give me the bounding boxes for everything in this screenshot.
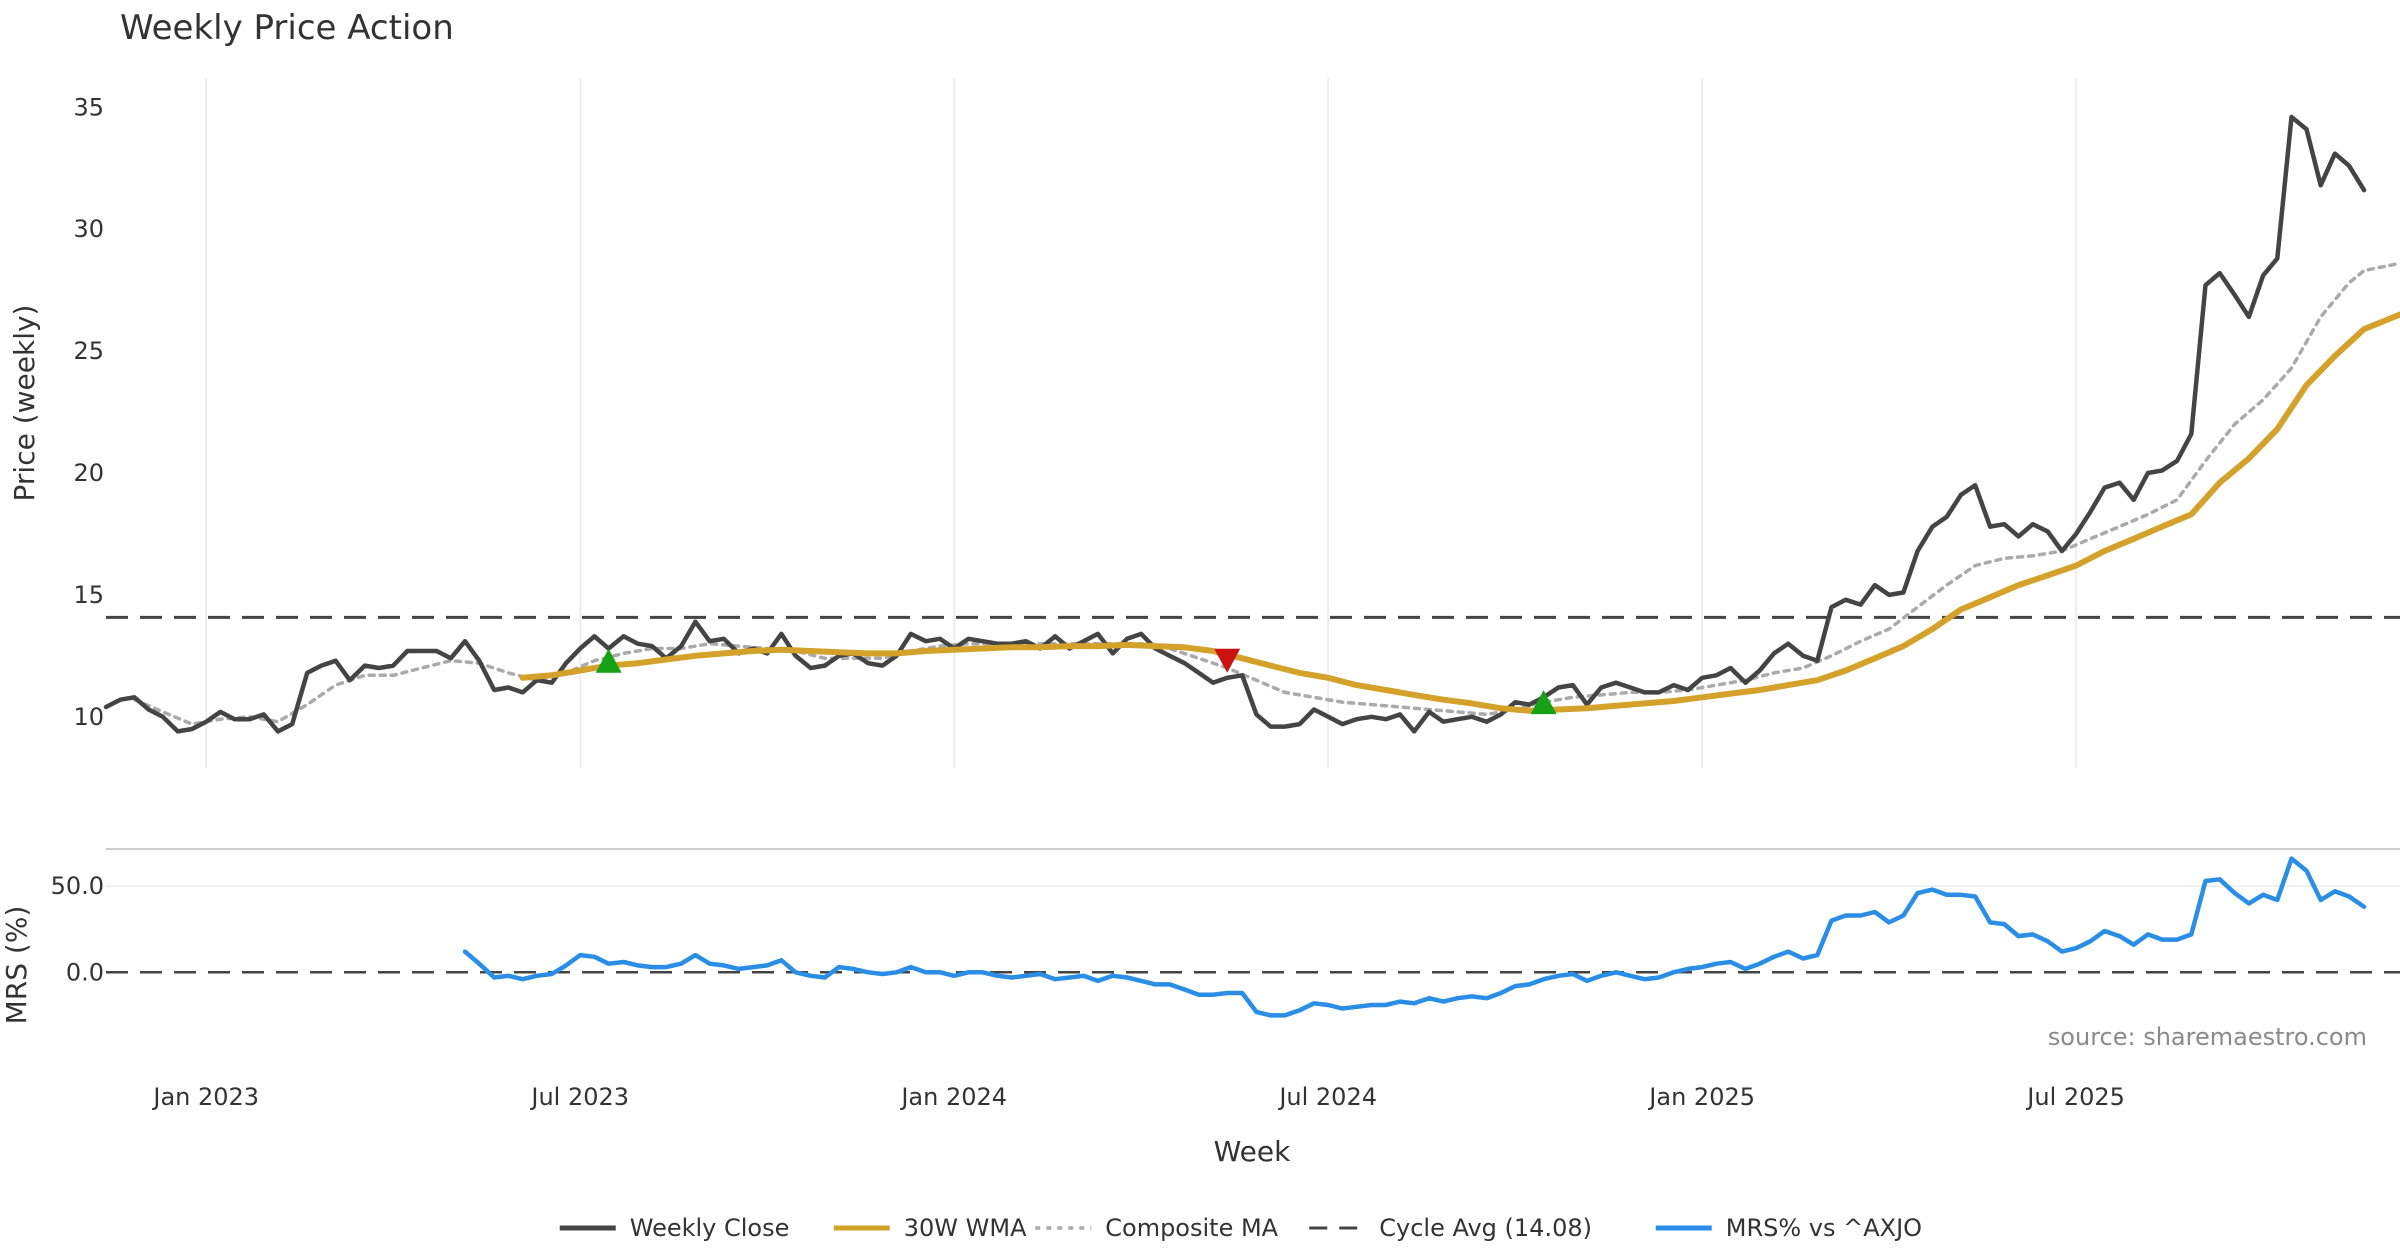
mrs-line (462, 856, 2367, 1018)
x-tick-label: Jan 2023 (151, 1083, 259, 1111)
mrs-y-tick-label: 0.0 (66, 958, 104, 986)
legend-item-label: Cycle Avg (14.08) (1379, 1214, 1592, 1242)
x-tick-label: Jan 2024 (899, 1083, 1007, 1111)
wma-30w-line (519, 311, 2400, 714)
buy-signal-marker (1530, 690, 1557, 715)
legend-item-label: Composite MA (1105, 1214, 1278, 1242)
chart-title: Weekly Price Action (120, 8, 454, 48)
composite-ma-line (132, 261, 2400, 726)
x-tick-label: Jul 2023 (529, 1083, 629, 1111)
reference-lines (106, 615, 2400, 974)
x-tick-label: Jan 2025 (1647, 1083, 1755, 1111)
price-y-tick-label: 20 (73, 459, 104, 487)
buy-signal-marker (595, 648, 622, 673)
price-y-tick-label: 15 (73, 581, 104, 609)
legend: Weekly Close 30W WMA Composite MA Cycle Avg… (559, 1214, 1922, 1242)
price-y-tick-label: 10 (73, 703, 104, 731)
grid-layer (106, 78, 2400, 887)
mrs-y-tick-label: 50.0 (51, 872, 104, 900)
series-layer (103, 114, 2400, 1018)
axis-labels: Weekly Price Action Price (weekly) MRS (… (0, 8, 2367, 1168)
legend-item-label: Weekly Close (630, 1214, 790, 1242)
price-y-axis-label: Price (weekly) (8, 305, 41, 502)
x-tick-label: Jul 2024 (1277, 1083, 1377, 1111)
price-y-tick-label: 30 (73, 215, 104, 243)
source-note: source: sharemaestro.com (2048, 1023, 2367, 1051)
signal-markers (595, 648, 1557, 715)
x-axis-label: Week (1214, 1135, 1291, 1168)
price-y-tick-label: 35 (73, 93, 104, 121)
price-y-tick-label: 25 (73, 337, 104, 365)
mrs-y-axis-label: MRS (%) (0, 906, 33, 1025)
sell-signal-marker (1214, 648, 1241, 673)
weekly-close-line (103, 114, 2367, 734)
legend-item-label: 30W WMA (904, 1214, 1027, 1242)
x-tick-label: Jul 2025 (2025, 1083, 2125, 1111)
legend-item-label: MRS% vs ^AXJO (1726, 1214, 1922, 1242)
